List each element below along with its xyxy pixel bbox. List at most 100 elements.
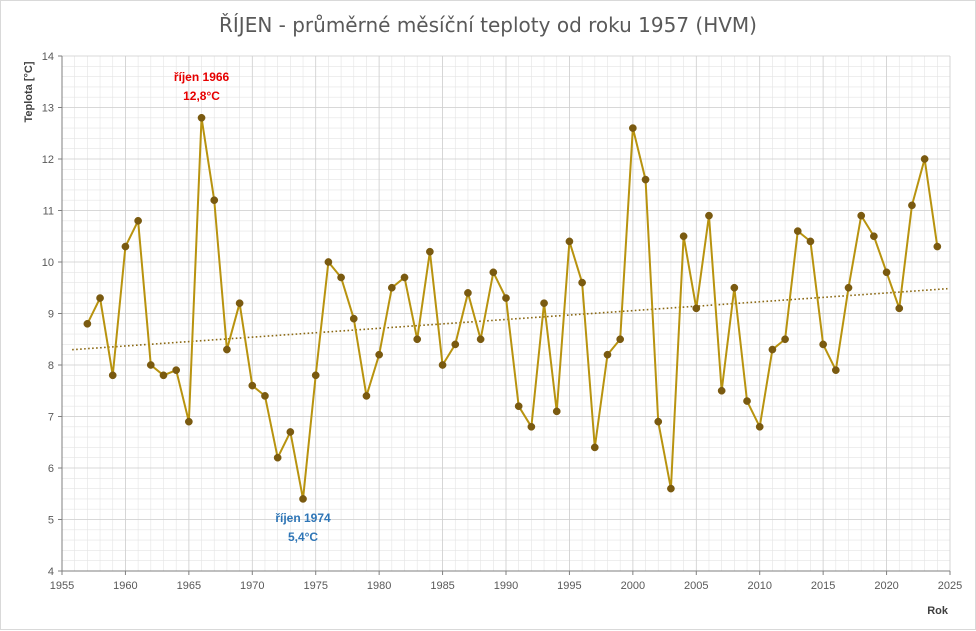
x-tick-label: 1970: [240, 580, 264, 592]
data-point: [451, 340, 460, 349]
data-point: [197, 113, 206, 122]
x-tick-label: 2005: [684, 580, 708, 592]
data-point: [464, 289, 472, 297]
data-point: [527, 422, 536, 431]
x-tick-label: 1965: [177, 580, 201, 592]
data-point: [590, 443, 599, 452]
x-tick-label: 1980: [367, 580, 391, 592]
y-tick-label: 5: [48, 515, 54, 527]
data-point: [616, 335, 625, 344]
annotation-max-value: 12,8°C: [183, 89, 220, 103]
data-point: [679, 232, 688, 241]
data-point: [83, 319, 92, 328]
data-point: [920, 155, 929, 163]
data-point: [134, 216, 142, 225]
data-point: [743, 397, 751, 405]
data-point: [908, 201, 916, 210]
y-tick-label: 9: [48, 309, 54, 321]
data-point: [387, 283, 396, 292]
x-tick-label: 2015: [811, 580, 835, 592]
data-point: [819, 340, 827, 349]
x-tick-label: 2020: [874, 580, 898, 592]
data-point: [806, 237, 815, 246]
data-point: [438, 361, 447, 369]
series-group: [83, 113, 942, 503]
y-tick-label: 14: [42, 51, 54, 63]
data-point: [349, 314, 358, 323]
x-tick-label: 2025: [938, 580, 962, 592]
data-point: [223, 345, 231, 354]
labels-group: říjen 1966 12,8°C říjen 1974 5,4°C: [174, 70, 331, 544]
data-point: [311, 371, 320, 380]
data-point: [603, 350, 612, 359]
x-tick-label: 1960: [113, 580, 137, 592]
data-point: [514, 402, 523, 411]
x-tick-label: 2010: [747, 580, 771, 592]
data-point: [882, 268, 891, 277]
data-point: [667, 484, 675, 493]
y-tick-label: 10: [42, 257, 54, 269]
x-axis-title: Rok: [927, 605, 949, 617]
data-point: [641, 175, 650, 184]
data-point: [870, 232, 878, 241]
chart-title: ŘÍJEN - průměrné měsíční teploty od roku…: [219, 13, 757, 37]
x-tick-label: 1995: [557, 580, 581, 592]
annotation-max-title: říjen 1966: [174, 70, 230, 84]
data-point: [654, 417, 663, 426]
data-point: [375, 350, 383, 359]
data-point: [540, 299, 548, 308]
data-point: [210, 196, 219, 205]
data-point: [629, 124, 637, 132]
y-tick-label: 13: [42, 103, 54, 115]
data-point: [286, 428, 295, 436]
data-point: [121, 242, 130, 251]
series-line: [86, 116, 939, 500]
y-tick-label: 8: [48, 360, 54, 372]
data-point: [185, 417, 193, 426]
data-point: [781, 335, 789, 344]
x-tick-label: 1990: [494, 580, 518, 592]
data-point: [578, 278, 586, 287]
data-point: [730, 283, 739, 292]
data-point: [400, 273, 409, 282]
x-tick-label: 1975: [303, 580, 327, 592]
grid: [61, 55, 951, 572]
annotation-min-title: říjen 1974: [275, 511, 331, 525]
data-point: [146, 361, 155, 369]
data-point: [933, 242, 942, 251]
data-point: [299, 495, 307, 503]
data-point: [768, 345, 777, 354]
data-point: [476, 335, 485, 344]
y-axis-title: Teplota [°C]: [23, 61, 35, 122]
data-point: [489, 268, 498, 277]
y-tick-label: 4: [48, 566, 54, 578]
data-point: [717, 386, 726, 395]
data-point: [857, 211, 866, 220]
data-point: [793, 227, 802, 235]
data-point: [692, 304, 701, 313]
data-point: [235, 299, 244, 308]
data-point: [844, 283, 853, 292]
data-point: [159, 371, 168, 380]
data-point: [172, 366, 181, 374]
axes: 1955 1960 1965 1970 1975 1980 1985 1990 1995 2000…: [23, 51, 962, 617]
data-point: [502, 294, 510, 302]
data-point: [96, 294, 104, 302]
data-point: [362, 392, 371, 400]
y-tick-label: 12: [42, 154, 54, 166]
data-point: [426, 247, 434, 256]
data-point: [705, 211, 713, 220]
y-tick-label: 7: [48, 412, 54, 424]
data-point: [337, 273, 345, 282]
data-point: [552, 407, 561, 416]
data-point: [273, 453, 282, 462]
data-point: [413, 335, 422, 344]
annotation-min-value: 5,4°C: [288, 530, 318, 544]
data-point: [108, 371, 117, 380]
data-point: [248, 381, 257, 390]
data-point: [755, 422, 764, 431]
data-point: [831, 366, 840, 374]
x-tick-label: 1955: [50, 580, 74, 592]
